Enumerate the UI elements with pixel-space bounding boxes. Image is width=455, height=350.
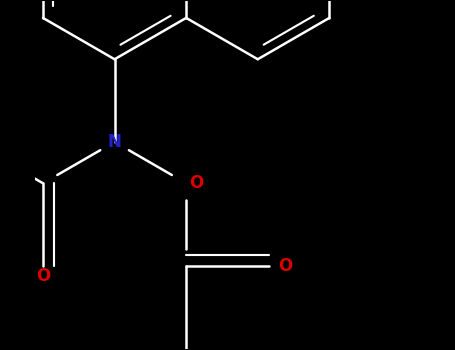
Text: O: O [189,174,203,192]
Text: O: O [36,267,50,285]
Text: N: N [108,133,121,151]
Text: O: O [278,257,293,275]
